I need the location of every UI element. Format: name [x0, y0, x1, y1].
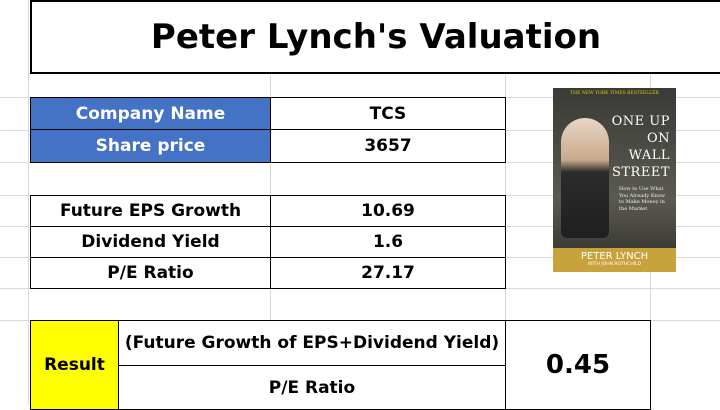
book-cover: THE NEW YORK TIMES BESTSELLER ONE UP ON … — [553, 88, 676, 272]
value-cell[interactable]: 1.6 — [270, 226, 506, 258]
result-value[interactable]: 0.45 — [505, 320, 651, 410]
book-title: WALL — [628, 148, 670, 163]
book-footer: PETER LYNCH WITH JOHN ROTHCHILD — [553, 248, 676, 272]
label-cell[interactable]: Future EPS Growth — [30, 195, 271, 227]
author-photo — [561, 118, 609, 238]
book-title: ON — [646, 131, 670, 146]
value-cell[interactable]: 10.69 — [270, 195, 506, 227]
formula-numerator[interactable]: (Future Growth of EPS+Dividend Yield) — [118, 320, 506, 366]
grid-line — [28, 0, 29, 405]
value-cell[interactable]: TCS — [270, 97, 506, 131]
book-coauthor: WITH JOHN ROTHCHILD — [587, 262, 641, 267]
result-label[interactable]: Result — [30, 320, 119, 410]
label-cell[interactable]: P/E Ratio — [30, 257, 271, 289]
label-cell[interactable]: Company Name — [30, 97, 271, 131]
book-title: STREET — [611, 165, 670, 180]
book-title: ONE UP — [611, 114, 670, 129]
value-cell[interactable]: 3657 — [270, 129, 506, 163]
label-cell[interactable]: Share price — [30, 129, 271, 163]
value-cell[interactable]: 27.17 — [270, 257, 506, 289]
title: Peter Lynch's Valuation — [30, 0, 720, 74]
book-subtitle: How to Use What You Already Know to Make… — [619, 186, 666, 212]
book-banner: THE NEW YORK TIMES BESTSELLER — [570, 91, 659, 96]
book-author: PETER LYNCH — [580, 251, 649, 262]
label-cell[interactable]: Dividend Yield — [30, 226, 271, 258]
formula-denominator[interactable]: P/E Ratio — [118, 365, 506, 410]
